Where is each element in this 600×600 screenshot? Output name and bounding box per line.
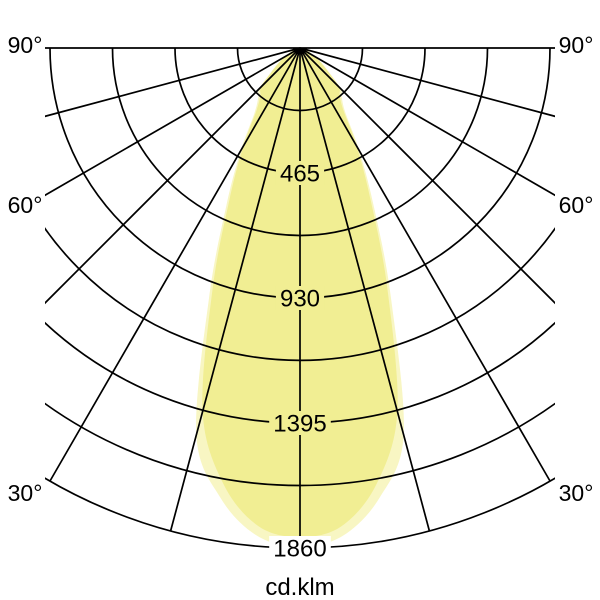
grid-radial-line: [45, 47, 301, 305]
angle-label-left-90: 90°: [8, 32, 43, 58]
grid-radial-line: [299, 47, 555, 118]
angle-label-right-60: 60°: [559, 192, 594, 218]
grid-radial-line: [49, 47, 301, 482]
ring-label-1395: 1395: [273, 411, 326, 438]
ring-label-930: 930: [280, 286, 320, 313]
unit-label: cd.klm: [265, 574, 334, 600]
ring-label-bg: [275, 161, 325, 185]
ring-label-bg: [275, 286, 325, 310]
labels-layer: 465 930 1395 1860 90° 90° 60° 60° 30° 30°: [8, 32, 594, 563]
ring-label-465: 465: [280, 161, 320, 188]
grid-radial-line: [299, 47, 431, 532]
angle-label-right-30: 30°: [559, 480, 594, 506]
luminaire-origin-dot: [293, 48, 307, 55]
grid-radial-line: [299, 47, 551, 482]
grid-radial-line: [299, 47, 555, 305]
grid-radial-line: [45, 47, 301, 118]
ring-label-bg: [269, 536, 331, 560]
ring-label-bg: [269, 411, 331, 435]
angle-label-right-90: 90°: [559, 32, 594, 58]
grid-radial-line: [45, 47, 301, 197]
angle-label-left-30: 30°: [8, 480, 43, 506]
angle-label-left-60: 60°: [8, 192, 43, 218]
grid-radial-line: [299, 47, 555, 197]
ring-label-1860: 1860: [273, 536, 326, 563]
grid-radial-line: [169, 47, 301, 532]
